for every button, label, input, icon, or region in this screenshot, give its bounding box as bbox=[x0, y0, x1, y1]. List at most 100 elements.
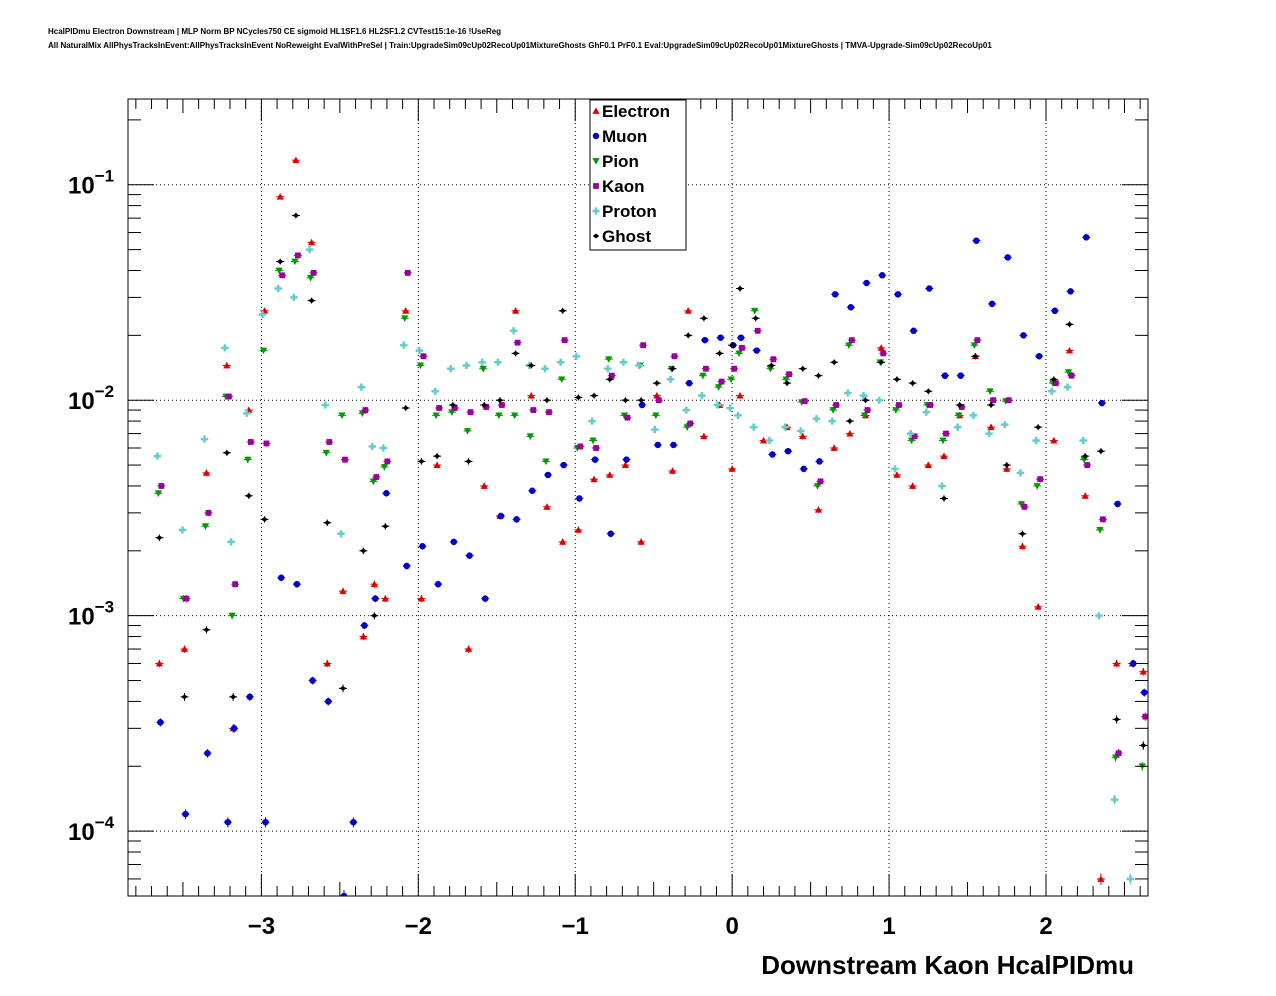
data-point-proton bbox=[797, 427, 805, 435]
data-point-muon bbox=[769, 451, 776, 458]
data-point-electron bbox=[339, 587, 347, 595]
data-point-electron bbox=[877, 344, 885, 351]
data-point-kaon bbox=[608, 372, 615, 379]
data-point-kaon bbox=[373, 474, 380, 480]
data-point-proton bbox=[1001, 421, 1009, 429]
data-point-proton bbox=[200, 435, 209, 443]
data-point-kaon bbox=[943, 430, 949, 437]
data-point-proton bbox=[1063, 383, 1072, 391]
data-point-kaon bbox=[362, 407, 369, 413]
data-point-kaon bbox=[205, 509, 212, 516]
data-point-kaon bbox=[864, 407, 871, 413]
data-point-proton bbox=[875, 396, 883, 404]
data-point-pion bbox=[380, 464, 388, 471]
y-tick-label: 10−1 bbox=[68, 167, 114, 200]
data-point-muon bbox=[847, 304, 855, 311]
data-point-ghost bbox=[736, 285, 744, 292]
data-point-pion bbox=[652, 412, 660, 420]
data-point-kaon bbox=[404, 269, 411, 276]
data-point-electron bbox=[700, 432, 708, 440]
data-point-proton bbox=[765, 436, 773, 445]
series-pion bbox=[154, 258, 1147, 771]
data-point-proton bbox=[447, 365, 455, 373]
data-point-ghost bbox=[590, 393, 598, 399]
data-point-electron bbox=[1081, 492, 1089, 499]
data-point-proton bbox=[541, 365, 549, 373]
data-point-pion bbox=[955, 412, 963, 420]
data-point-muon bbox=[277, 574, 285, 581]
data-point-proton bbox=[337, 530, 345, 538]
data-point-electron bbox=[621, 461, 630, 468]
series-ghost bbox=[155, 212, 1148, 750]
data-point-muon bbox=[230, 725, 238, 732]
data-point-kaon bbox=[577, 443, 584, 450]
data-point-proton bbox=[619, 358, 628, 366]
data-point-pion bbox=[558, 376, 566, 383]
data-point-muon bbox=[988, 300, 996, 308]
legend-marker-pion bbox=[592, 158, 600, 165]
data-point-kaon bbox=[467, 409, 474, 416]
data-point-muon bbox=[340, 892, 348, 896]
data-point-electron bbox=[668, 467, 677, 474]
legend-entry-kaon: Kaon bbox=[602, 177, 645, 196]
data-point-electron bbox=[846, 429, 854, 437]
data-point-pion bbox=[291, 258, 299, 266]
data-point-electron bbox=[574, 526, 582, 533]
data-point-ghost bbox=[1113, 716, 1120, 722]
data-point-ghost bbox=[1003, 462, 1011, 468]
data-point-proton bbox=[828, 417, 836, 425]
data-point-electron bbox=[1034, 603, 1042, 610]
y-tick-label: 10−3 bbox=[68, 598, 114, 631]
data-point-kaon bbox=[593, 445, 599, 451]
data-point-muon bbox=[325, 698, 332, 705]
data-point-proton bbox=[714, 401, 722, 409]
data-point-ghost bbox=[1140, 742, 1147, 748]
data-point-electron bbox=[1003, 465, 1011, 472]
data-point-ghost bbox=[830, 359, 838, 365]
data-point-ghost bbox=[512, 350, 519, 356]
data-point-muon bbox=[863, 279, 870, 287]
data-point-kaon bbox=[624, 414, 631, 421]
data-point-kaon bbox=[880, 350, 887, 357]
data-point-muon bbox=[450, 538, 458, 546]
data-point-ghost bbox=[229, 694, 237, 700]
data-point-pion bbox=[845, 342, 853, 349]
data-point-kaon bbox=[911, 433, 918, 440]
data-point-kaon bbox=[927, 402, 934, 408]
data-point-kaon bbox=[384, 458, 391, 465]
data-point-muon bbox=[560, 461, 567, 469]
data-point-proton bbox=[726, 404, 734, 412]
data-point-ghost bbox=[1097, 448, 1105, 454]
data-point-proton bbox=[368, 442, 376, 451]
data-point-electron bbox=[464, 645, 473, 652]
data-point-ghost bbox=[669, 366, 676, 372]
data-point-muon bbox=[816, 458, 823, 465]
data-point-pion bbox=[970, 342, 978, 349]
data-point-muon bbox=[204, 749, 211, 757]
data-point-proton bbox=[938, 482, 946, 490]
data-point-kaon bbox=[279, 272, 286, 279]
data-point-pion bbox=[735, 350, 743, 357]
data-point-kaon bbox=[483, 404, 490, 410]
data-point-ghost bbox=[480, 402, 488, 408]
data-point-pion bbox=[1017, 501, 1026, 508]
data-point-ghost bbox=[339, 685, 347, 691]
data-point-pion bbox=[1112, 754, 1120, 761]
data-point-kaon bbox=[786, 371, 792, 378]
x-tick-label: 0 bbox=[725, 913, 738, 940]
y-tick-label: 10−4 bbox=[68, 813, 115, 846]
data-point-muon bbox=[576, 495, 583, 502]
data-point-ghost bbox=[292, 212, 300, 219]
data-point-ghost bbox=[276, 259, 284, 265]
data-point-proton bbox=[1079, 436, 1087, 445]
series-electron bbox=[155, 156, 1148, 885]
data-point-kaon bbox=[640, 342, 647, 349]
data-point-ghost bbox=[223, 450, 231, 456]
data-point-muon bbox=[894, 291, 902, 298]
data-point-muon bbox=[878, 272, 886, 279]
data-point-proton bbox=[379, 444, 387, 452]
data-point-electron bbox=[543, 503, 551, 510]
data-point-ghost bbox=[559, 308, 566, 314]
data-point-electron bbox=[606, 471, 614, 478]
data-point-kaon bbox=[1068, 372, 1075, 379]
